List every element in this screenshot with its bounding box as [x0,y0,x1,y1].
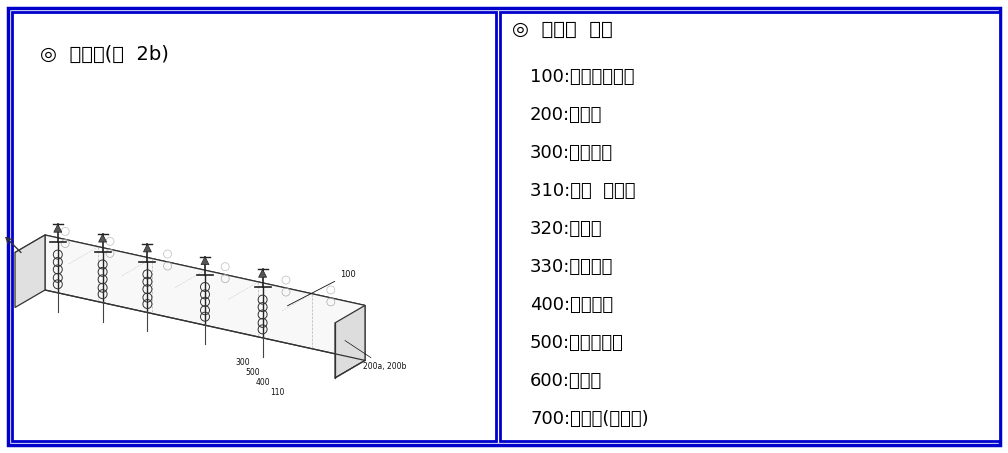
Text: 200a, 200b: 200a, 200b [345,341,406,371]
Polygon shape [143,244,151,252]
Text: 330:체결너트: 330:체결너트 [530,258,614,276]
Text: ◎  대표도(도  2b): ◎ 대표도(도 2b) [40,45,169,64]
Polygon shape [45,235,365,361]
Text: 500: 500 [245,368,260,377]
Polygon shape [201,256,209,265]
Text: 400: 400 [255,378,270,387]
Bar [500,12,1000,441]
Text: 200:정착구: 200:정착구 [530,106,603,124]
Polygon shape [335,305,365,378]
Text: 600:피복층: 600:피복층 [530,372,602,390]
Polygon shape [15,235,45,308]
Text: 700:슬래브(바닥판): 700:슬래브(바닥판) [530,410,648,428]
Text: 400:압접부재: 400:압접부재 [530,296,613,314]
Text: 300: 300 [235,358,250,367]
Polygon shape [259,269,266,277]
Text: 320:볼트부: 320:볼트부 [530,220,603,238]
Polygon shape [53,224,61,232]
Text: 300:아이볼트: 300:아이볼트 [530,144,613,162]
Text: 100: 100 [287,270,356,306]
Polygon shape [15,235,365,323]
Bar [12,12,496,441]
Text: 110: 110 [270,388,285,397]
Text: 310:환형  머리부: 310:환형 머리부 [530,182,635,200]
Text: ◎  부호의  설명: ◎ 부호의 설명 [512,20,613,39]
Polygon shape [99,234,107,242]
Text: 100:피보강구조물: 100:피보강구조물 [530,68,634,86]
Text: 500:와이어로프: 500:와이어로프 [530,334,624,352]
